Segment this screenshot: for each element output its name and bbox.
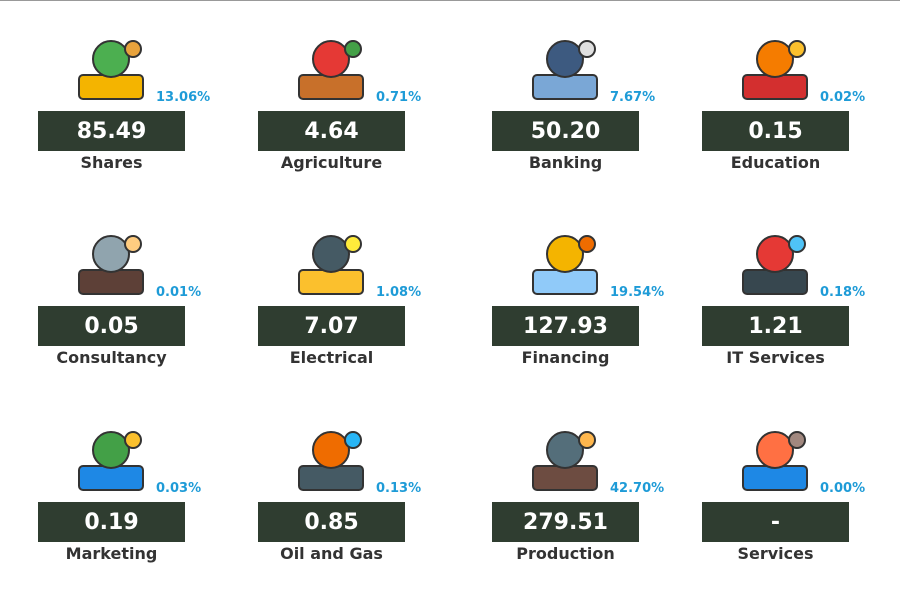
icon <box>742 431 808 491</box>
value-box: 127.93 <box>492 306 639 346</box>
percent: 0.02% <box>820 90 866 105</box>
icon-base <box>742 269 808 295</box>
icon <box>532 235 598 295</box>
icon-base <box>532 465 598 491</box>
icon-shape <box>312 40 350 78</box>
icon <box>742 235 808 295</box>
value-box: 50.20 <box>492 111 639 151</box>
icon-shape <box>546 235 584 273</box>
percent: 13.06% <box>156 90 211 105</box>
tile: 13.06% 85.49 Shares <box>38 31 258 221</box>
sector-label: Services <box>737 544 814 563</box>
sector-label: Marketing <box>65 544 158 563</box>
percent: 0.03% <box>156 481 202 496</box>
icon-shape <box>756 235 794 273</box>
icon <box>298 431 364 491</box>
value-box: 4.64 <box>258 111 405 151</box>
value-box: 279.51 <box>492 502 639 542</box>
value-box: 0.19 <box>38 502 185 542</box>
icon-base <box>298 74 364 100</box>
icon-shape <box>312 431 350 469</box>
value-box: 0.85 <box>258 502 405 542</box>
tile: 0.71% 4.64 Agriculture <box>258 31 478 221</box>
icon <box>298 40 364 100</box>
icon-shape <box>546 40 584 78</box>
sector-label: Consultancy <box>56 348 167 367</box>
icon-base <box>742 465 808 491</box>
icon-shape <box>312 235 350 273</box>
icon-accent <box>124 40 142 58</box>
percent: 0.01% <box>156 285 202 300</box>
icon-accent <box>578 40 596 58</box>
percent: 19.54% <box>610 285 665 300</box>
icon-accent <box>788 431 806 449</box>
sector-label: Banking <box>528 153 603 172</box>
icon-base <box>742 74 808 100</box>
icon-accent <box>788 40 806 58</box>
icon-accent <box>344 431 362 449</box>
tile: 0.03% 0.19 Marketing <box>38 422 258 612</box>
value-box: 0.05 <box>38 306 185 346</box>
icon-base <box>78 269 144 295</box>
tile: 42.70% 279.51 Production <box>492 422 712 612</box>
icon-base <box>532 74 598 100</box>
icon <box>532 431 598 491</box>
value-box: 85.49 <box>38 111 185 151</box>
icon-shape <box>92 40 130 78</box>
icon-accent <box>124 235 142 253</box>
percent: 1.08% <box>376 285 422 300</box>
icon-base <box>298 269 364 295</box>
icon-shape <box>92 235 130 273</box>
tile: 0.02% 0.15 Education <box>702 31 900 221</box>
value-box: 7.07 <box>258 306 405 346</box>
tile: 0.01% 0.05 Consultancy <box>38 226 258 416</box>
value-box: 0.15 <box>702 111 849 151</box>
sector-label: Electrical <box>289 348 374 367</box>
sector-label: Oil and Gas <box>280 544 383 563</box>
icon <box>532 40 598 100</box>
icon-base <box>78 465 144 491</box>
icon-base <box>78 74 144 100</box>
sector-label: Production <box>516 544 615 563</box>
percent: 42.70% <box>610 481 665 496</box>
icon-shape <box>546 431 584 469</box>
percent: 0.00% <box>820 481 866 496</box>
percent: 0.71% <box>376 90 422 105</box>
icon-accent <box>788 235 806 253</box>
sector-label: Shares <box>80 153 143 172</box>
sector-label: Financing <box>521 348 610 367</box>
tile: 0.18% 1.21 IT Services <box>702 226 900 416</box>
icon-base <box>298 465 364 491</box>
icon <box>78 431 144 491</box>
icon-accent <box>344 235 362 253</box>
value-box: - <box>702 502 849 542</box>
tile: 0.13% 0.85 Oil and Gas <box>258 422 478 612</box>
page: 13.06% 85.49 Shares 0.71% 4.64 Agriculture 7.6… <box>0 0 900 563</box>
icon <box>298 235 364 295</box>
icon-shape <box>756 431 794 469</box>
icon <box>78 235 144 295</box>
icon-base <box>532 269 598 295</box>
sector-label: Education <box>730 153 821 172</box>
tile: 19.54% 127.93 Financing <box>492 226 712 416</box>
icon-accent <box>344 40 362 58</box>
sector-label: IT Services <box>726 348 825 367</box>
tile: 7.67% 50.20 Banking <box>492 31 712 221</box>
icon-accent <box>578 235 596 253</box>
sector-label: Agriculture <box>280 153 383 172</box>
value-box: 1.21 <box>702 306 849 346</box>
icon-shape <box>756 40 794 78</box>
top-rule <box>0 0 900 1</box>
percent: 0.13% <box>376 481 422 496</box>
tile: 0.00% - Services <box>702 422 900 612</box>
icon <box>742 40 808 100</box>
icon <box>78 40 144 100</box>
icon-shape <box>92 431 130 469</box>
percent: 0.18% <box>820 285 866 300</box>
icon-accent <box>124 431 142 449</box>
percent: 7.67% <box>610 90 656 105</box>
tile: 1.08% 7.07 Electrical <box>258 226 478 416</box>
icon-accent <box>578 431 596 449</box>
